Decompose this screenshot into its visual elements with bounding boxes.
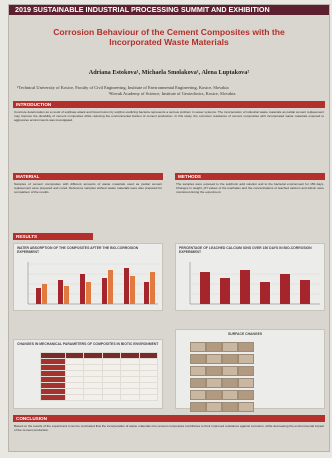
header-band — [9, 5, 329, 15]
sample-photo — [238, 354, 254, 364]
leached-calcium-panel: PERCENTAGE OF LEACHED CALCIUM IONS OVER … — [175, 243, 325, 311]
mechanical-params-panel: CHANGES IN MECHANICAL PARAMETERS OF COMP… — [13, 339, 163, 409]
sample-photo — [222, 342, 238, 352]
sample-photo — [190, 354, 206, 364]
bar — [124, 268, 129, 304]
sample-photo — [238, 390, 254, 400]
paper-title: Corrosion Behaviour of the Cement Compos… — [53, 27, 285, 47]
sample-photo — [238, 366, 254, 376]
table-row — [40, 376, 159, 383]
conclusion-text: Based on the results of the experiment i… — [14, 424, 324, 433]
water-absorption-title: WATER ABSORPTION OF THE COMPOSITES AFTER… — [17, 246, 139, 254]
poster: 2019 SUSTAINABLE INDUSTRIAL PROCESSING S… — [8, 4, 330, 452]
sample-photo — [222, 366, 238, 376]
bar — [280, 274, 290, 304]
bar — [130, 276, 135, 304]
table-row — [40, 370, 159, 377]
grid-lines — [190, 273, 320, 295]
introduction-text: Concrete deterioration as a result of su… — [14, 110, 324, 123]
material-text: Samples of cement composites with differ… — [14, 182, 162, 195]
summit-title: 2019 SUSTAINABLE INDUSTRIAL PROCESSING S… — [15, 5, 270, 14]
sample-photo — [206, 354, 222, 364]
bar — [144, 282, 149, 304]
sample-photo — [206, 378, 222, 388]
sample-photo — [238, 342, 254, 352]
water-absorption-panel: WATER ABSORPTION OF THE COMPOSITES AFTER… — [13, 243, 163, 311]
sample-photo — [206, 366, 222, 376]
methods-text: The samples were exposed to the sulphuri… — [176, 182, 324, 195]
table-row — [40, 382, 159, 389]
bar — [240, 270, 250, 304]
bars — [36, 268, 155, 304]
sample-photo — [222, 354, 238, 364]
affiliation-2: ²Slovak Academy of Science, Institute of… — [108, 91, 236, 96]
leached-calcium-chart — [189, 262, 320, 305]
sample-photo — [206, 342, 222, 352]
section-methods: METHODS — [175, 173, 325, 180]
bar — [86, 282, 91, 304]
water-absorption-chart — [27, 262, 158, 305]
bar — [64, 286, 69, 304]
sample-photo — [190, 402, 206, 412]
affiliation-1: ¹Technical University of Kosice, Faculty… — [17, 85, 229, 90]
table-row — [40, 388, 159, 395]
sample-photo — [222, 402, 238, 412]
section-results: RESULTS — [13, 233, 93, 240]
sample-photo — [190, 378, 206, 388]
bar — [58, 280, 63, 304]
sample-photo — [190, 366, 206, 376]
bar — [200, 272, 210, 304]
sample-photo — [206, 402, 222, 412]
sample-photo — [190, 390, 206, 400]
bar — [36, 288, 41, 304]
grid-lines — [28, 263, 158, 295]
mechanical-params-table — [40, 352, 159, 401]
authors: Adriana Estokova¹, Michaela Smolakova¹, … — [88, 69, 250, 76]
surface-sample-grid — [190, 342, 254, 412]
leached-calcium-title: PERCENTAGE OF LEACHED CALCIUM IONS OVER … — [179, 246, 312, 254]
section-introduction: INTRODUCTION — [13, 101, 325, 108]
sample-photo — [238, 378, 254, 388]
table-row — [40, 394, 159, 401]
mechanical-params-title: CHANGES IN MECHANICAL PARAMETERS OF COMP… — [17, 342, 159, 346]
bar — [260, 282, 270, 304]
sample-photo — [206, 390, 222, 400]
bar — [42, 284, 47, 304]
bar — [80, 274, 85, 304]
bars — [200, 270, 310, 304]
sample-photo — [190, 342, 206, 352]
surface-changes-title: SURFACE CHANGES — [228, 332, 263, 336]
bar — [220, 278, 230, 304]
sample-photo — [222, 390, 238, 400]
bar — [102, 278, 107, 304]
section-material: MATERIAL — [13, 173, 163, 180]
table-row — [40, 358, 159, 365]
bar — [150, 272, 155, 304]
sample-photo — [222, 378, 238, 388]
bar — [300, 280, 310, 304]
surface-changes-panel: SURFACE CHANGES — [175, 329, 325, 412]
sample-photo — [238, 402, 254, 412]
bar — [108, 270, 113, 304]
section-conclusion: CONCLUSION — [13, 415, 325, 422]
